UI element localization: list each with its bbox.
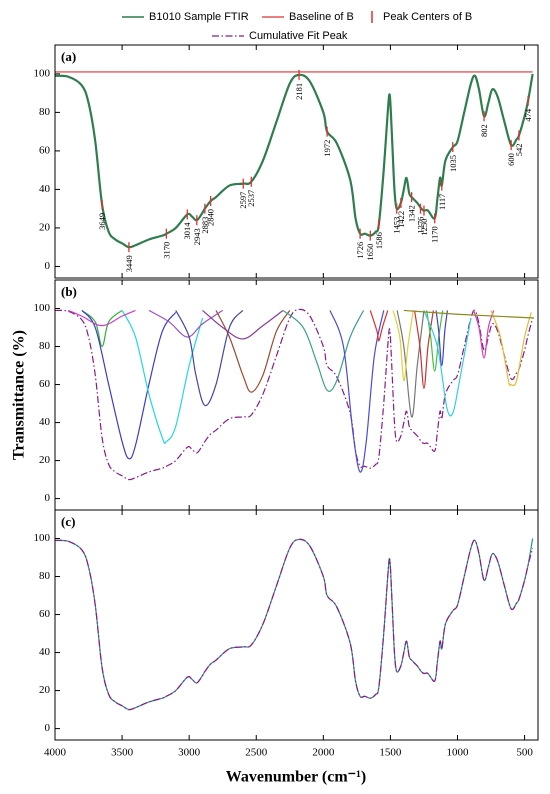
plot-frame: [54, 509, 539, 741]
peak-label: 1342: [407, 205, 417, 222]
y-tick-label: 100: [34, 67, 51, 79]
peak-label: 1276: [415, 217, 425, 234]
y-tick-label: 20: [39, 454, 51, 466]
peak-label: 3170: [161, 242, 171, 259]
peak-label: 1250: [419, 219, 429, 236]
peak-label: 3649: [97, 213, 107, 230]
series-line: [54, 73, 534, 249]
peak-label: 1035: [448, 155, 458, 172]
series-line: [392, 310, 414, 382]
series-line: [175, 309, 244, 407]
peak-label: 3449: [124, 255, 134, 272]
series-line: [396, 310, 425, 418]
y-tick-label: 20: [39, 684, 51, 696]
y-tick-label: 100: [34, 532, 51, 544]
series-line: [282, 309, 365, 392]
x-tick-label: 1000: [447, 747, 470, 759]
x-tick-label: 4000: [44, 747, 67, 759]
x-axis-title: Wavenumber (cm⁻¹): [226, 769, 366, 786]
peak-label: 1586: [374, 232, 384, 249]
peak-label: 1170: [430, 226, 440, 243]
series-line: [403, 309, 535, 319]
legend-label: Cumulative Fit Peak: [249, 30, 348, 42]
peak-label: 474: [523, 108, 533, 122]
panel-label: (b): [61, 284, 77, 299]
peak-label: 2537: [246, 190, 256, 207]
y-axis-title: Transmittance (%): [11, 330, 28, 460]
y-tick-label: 0: [45, 260, 51, 272]
y-tick-label: 40: [39, 183, 51, 195]
peak-label: 1422: [396, 211, 406, 228]
peak-label: 1726: [355, 242, 365, 259]
series-line: [369, 310, 389, 342]
legend-label: B1010 Sample FTIR: [149, 11, 249, 23]
x-tick-label: 3500: [111, 747, 134, 759]
series-line: [54, 538, 534, 711]
y-tick-label: 80: [39, 340, 51, 352]
panel-label: (c): [61, 514, 75, 529]
peak-label: 2181: [294, 83, 304, 100]
y-tick-label: 100: [34, 302, 51, 314]
series-line: [148, 309, 224, 338]
legend-label: Baseline of B: [289, 11, 354, 23]
x-tick-label: 2000: [312, 747, 335, 759]
y-tick-label: 0: [45, 492, 51, 504]
peak-label: 3014: [182, 222, 192, 240]
series-line: [435, 310, 449, 367]
y-tick-label: 60: [39, 608, 51, 620]
panel-label: (a): [61, 49, 76, 64]
series-line: [413, 310, 434, 389]
y-tick-label: 60: [39, 144, 51, 156]
y-tick-label: 80: [39, 106, 51, 118]
peak-label: 1972: [322, 140, 332, 157]
peak-label: 1117: [437, 194, 447, 210]
series-line: [215, 310, 291, 393]
peak-label: 2943: [192, 228, 202, 245]
series-line: [121, 310, 204, 444]
series-line: [202, 309, 284, 340]
series-line: [81, 309, 177, 460]
y-tick-label: 0: [45, 722, 51, 734]
series-line: [473, 310, 495, 359]
peak-label: 2883: [200, 217, 210, 234]
y-tick-label: 20: [39, 221, 51, 233]
plot-frame: [54, 44, 539, 279]
peak-label: 802: [479, 124, 489, 137]
series-line: [329, 310, 385, 473]
peak-label: 1453: [392, 217, 402, 234]
x-tick-label: 1500: [379, 747, 402, 759]
series-line: [68, 309, 136, 327]
x-tick-label: 2500: [245, 747, 268, 759]
y-tick-label: 40: [39, 416, 51, 428]
y-tick-label: 60: [39, 378, 51, 390]
peak-label: 2840: [206, 209, 216, 226]
y-tick-label: 40: [39, 646, 51, 658]
y-tick-label: 80: [39, 570, 51, 582]
x-tick-label: 3000: [178, 747, 201, 759]
series-line: [423, 310, 472, 417]
peak-label: 2597: [238, 192, 248, 209]
series-line: [426, 310, 444, 372]
peak-label: 1650: [365, 244, 375, 261]
peak-label: 542: [514, 144, 524, 157]
series-line: [490, 310, 532, 387]
series-line: [54, 538, 534, 711]
peak-label: 600: [506, 153, 516, 166]
legend-label: Peak Centers of B: [383, 11, 472, 23]
series-line: [54, 308, 534, 481]
x-tick-label: 500: [516, 747, 533, 759]
series-line: [81, 309, 123, 348]
